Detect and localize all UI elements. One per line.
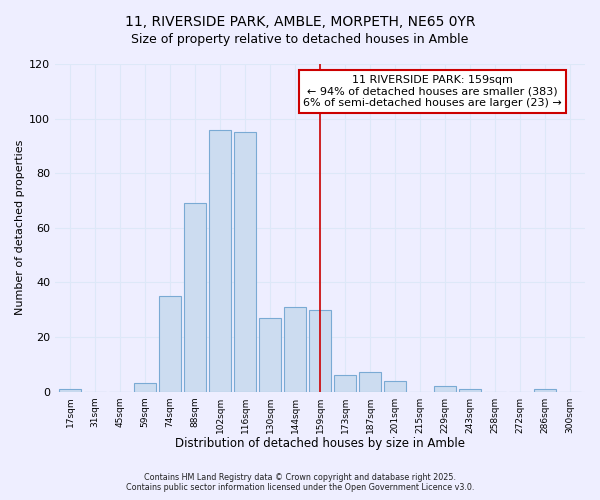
Bar	[434, 386, 456, 392]
Bar	[184, 203, 206, 392]
Bar	[384, 380, 406, 392]
Bar	[259, 318, 281, 392]
Text: 11, RIVERSIDE PARK, AMBLE, MORPETH, NE65 0YR: 11, RIVERSIDE PARK, AMBLE, MORPETH, NE65…	[125, 15, 475, 29]
Bar	[309, 310, 331, 392]
Bar	[459, 389, 481, 392]
Bar	[234, 132, 256, 392]
X-axis label: Distribution of detached houses by size in Amble: Distribution of detached houses by size …	[175, 437, 465, 450]
Bar	[59, 389, 82, 392]
Text: 11 RIVERSIDE PARK: 159sqm
← 94% of detached houses are smaller (383)
6% of semi-: 11 RIVERSIDE PARK: 159sqm ← 94% of detac…	[303, 75, 562, 108]
Bar	[359, 372, 382, 392]
Text: Size of property relative to detached houses in Amble: Size of property relative to detached ho…	[131, 32, 469, 46]
Bar	[159, 296, 181, 392]
Bar	[534, 389, 556, 392]
Text: Contains HM Land Registry data © Crown copyright and database right 2025.
Contai: Contains HM Land Registry data © Crown c…	[126, 473, 474, 492]
Bar	[284, 307, 307, 392]
Bar	[209, 130, 232, 392]
Bar	[334, 375, 356, 392]
Bar	[134, 384, 157, 392]
Y-axis label: Number of detached properties: Number of detached properties	[15, 140, 25, 316]
